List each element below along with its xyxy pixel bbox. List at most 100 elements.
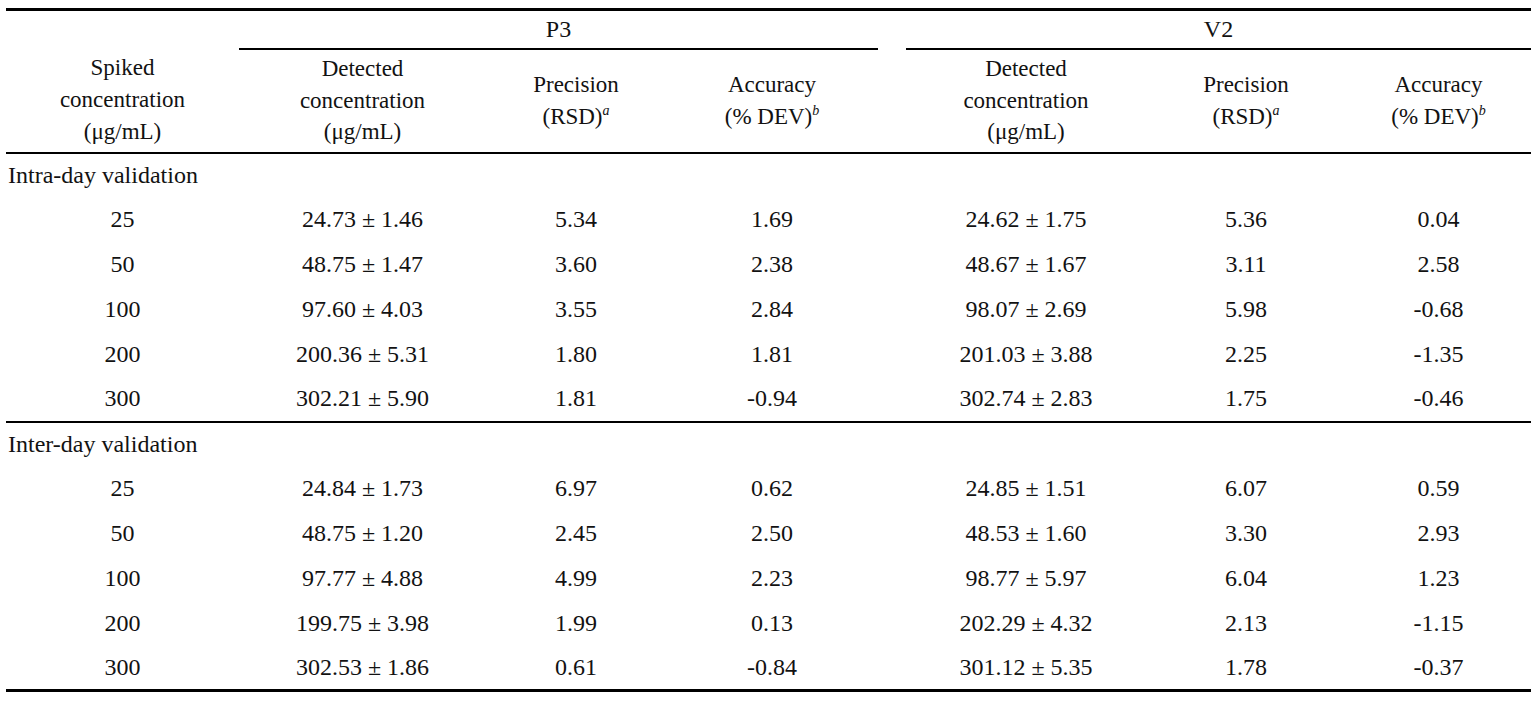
v2-accuracy-cell: -1.15	[1346, 601, 1531, 646]
table-row: 25 24.73 ± 1.46 5.34 1.69 24.62 ± 1.75 5…	[6, 197, 1531, 242]
p3-detected-cell: 48.75 ± 1.47	[239, 242, 486, 287]
v2-detected-cell: 202.29 ± 4.32	[906, 601, 1146, 646]
p3-accuracy-cell: 2.50	[666, 511, 878, 556]
column-header-v2-precision: Precision (RSD)a	[1146, 49, 1346, 153]
v2-detected-cell: 24.85 ± 1.51	[906, 466, 1146, 511]
p3-detected-cell: 24.73 ± 1.46	[239, 197, 486, 242]
footnote-marker-a: a	[603, 103, 610, 118]
spiked-cell: 50	[6, 511, 239, 556]
p3-precision-cell: 2.45	[486, 511, 666, 556]
p3-detected-cell: 24.84 ± 1.73	[239, 466, 486, 511]
p3-detected-cell: 302.21 ± 5.90	[239, 377, 486, 422]
table-row: 300 302.53 ± 1.86 0.61 -0.84 301.12 ± 5.…	[6, 646, 1531, 691]
p3-precision-cell: 1.99	[486, 601, 666, 646]
column-header-v2-detected: Detected concentration (μg/mL)	[906, 49, 1146, 153]
table-row: 200 199.75 ± 3.98 1.99 0.13 202.29 ± 4.3…	[6, 601, 1531, 646]
v2-accuracy-cell: -0.68	[1346, 287, 1531, 332]
v2-detected-cell: 98.77 ± 5.97	[906, 556, 1146, 601]
v2-accuracy-cell: -0.46	[1346, 377, 1531, 422]
v2-detected-cell: 24.62 ± 1.75	[906, 197, 1146, 242]
gap-cell	[878, 556, 906, 601]
section-title: Inter-day validation	[6, 422, 1531, 466]
gap-cell	[878, 646, 906, 691]
p3-precision-cell: 6.97	[486, 466, 666, 511]
group-label-v2: V2	[1204, 16, 1233, 42]
gap-cell	[878, 287, 906, 332]
v2-detected-cell: 98.07 ± 2.69	[906, 287, 1146, 332]
v2-precision-cell: 6.07	[1146, 466, 1346, 511]
group-gap	[878, 10, 906, 49]
gap-cell	[878, 377, 906, 422]
section-title: Intra-day validation	[6, 153, 1531, 197]
table-row: 200 200.36 ± 5.31 1.80 1.81 201.03 ± 3.8…	[6, 332, 1531, 377]
footnote-marker-b: b	[812, 103, 819, 118]
column-header-v2-accuracy: Accuracy (% DEV)b	[1346, 49, 1531, 153]
column-header-p3-detected: Detected concentration (μg/mL)	[239, 49, 486, 153]
p3-accuracy-cell: 0.62	[666, 466, 878, 511]
p3-detected-cell: 302.53 ± 1.86	[239, 646, 486, 691]
footnote-marker-b: b	[1479, 103, 1486, 118]
v2-precision-cell: 3.30	[1146, 511, 1346, 556]
p3-detected-cell: 97.60 ± 4.03	[239, 287, 486, 332]
column-header-row: Spiked concentration (μg/mL) Detected co…	[6, 49, 1531, 153]
v2-accuracy-cell: 1.23	[1346, 556, 1531, 601]
group-header-row: P3 V2	[6, 10, 1531, 49]
validation-table: P3 V2 Spiked concentration (μg/mL) Detec…	[6, 8, 1531, 692]
gap-cell	[878, 242, 906, 287]
table-row: 25 24.84 ± 1.73 6.97 0.62 24.85 ± 1.51 6…	[6, 466, 1531, 511]
footnote-marker-a: a	[1273, 103, 1280, 118]
spiked-cell: 25	[6, 197, 239, 242]
group-header-spacer	[6, 10, 239, 49]
spiked-cell: 50	[6, 242, 239, 287]
v2-accuracy-cell: 0.59	[1346, 466, 1531, 511]
v2-precision-cell: 5.36	[1146, 197, 1346, 242]
p3-accuracy-cell: -0.94	[666, 377, 878, 422]
spiked-cell: 100	[6, 287, 239, 332]
table-row: 50 48.75 ± 1.20 2.45 2.50 48.53 ± 1.60 3…	[6, 511, 1531, 556]
section-row-intra-day: Intra-day validation	[6, 153, 1531, 197]
group-label-p3: P3	[546, 16, 571, 42]
group-header-v2: V2	[906, 10, 1531, 49]
p3-detected-cell: 97.77 ± 4.88	[239, 556, 486, 601]
table-row: 100 97.77 ± 4.88 4.99 2.23 98.77 ± 5.97 …	[6, 556, 1531, 601]
p3-accuracy-cell: 2.38	[666, 242, 878, 287]
p3-precision-cell: 5.34	[486, 197, 666, 242]
column-header-p3-precision: Precision (RSD)a	[486, 49, 666, 153]
v2-detected-cell: 302.74 ± 2.83	[906, 377, 1146, 422]
p3-accuracy-cell: 2.84	[666, 287, 878, 332]
spiked-cell: 300	[6, 646, 239, 691]
table-header: P3 V2 Spiked concentration (μg/mL) Detec…	[6, 10, 1531, 153]
gap-cell	[878, 466, 906, 511]
p3-precision-cell: 0.61	[486, 646, 666, 691]
table-row: 100 97.60 ± 4.03 3.55 2.84 98.07 ± 2.69 …	[6, 287, 1531, 332]
gap-cell	[878, 197, 906, 242]
p3-precision-cell: 1.80	[486, 332, 666, 377]
v2-precision-cell: 6.04	[1146, 556, 1346, 601]
paper-table-page: P3 V2 Spiked concentration (μg/mL) Detec…	[0, 0, 1537, 706]
p3-precision-cell: 3.55	[486, 287, 666, 332]
gap-cell	[878, 332, 906, 377]
p3-precision-cell: 3.60	[486, 242, 666, 287]
spiked-cell: 25	[6, 466, 239, 511]
p3-accuracy-cell: 1.81	[666, 332, 878, 377]
v2-accuracy-cell: -0.37	[1346, 646, 1531, 691]
p3-accuracy-cell: -0.84	[666, 646, 878, 691]
table-body: Intra-day validation 25 24.73 ± 1.46 5.3…	[6, 153, 1531, 691]
v2-accuracy-cell: 2.58	[1346, 242, 1531, 287]
v2-accuracy-cell: 2.93	[1346, 511, 1531, 556]
v2-precision-cell: 5.98	[1146, 287, 1346, 332]
group-header-p3: P3	[239, 10, 878, 49]
table-row: 50 48.75 ± 1.47 3.60 2.38 48.67 ± 1.67 3…	[6, 242, 1531, 287]
p3-detected-cell: 200.36 ± 5.31	[239, 332, 486, 377]
v2-precision-cell: 3.11	[1146, 242, 1346, 287]
v2-detected-cell: 48.53 ± 1.60	[906, 511, 1146, 556]
gap-cell	[878, 601, 906, 646]
v2-precision-cell: 1.78	[1146, 646, 1346, 691]
column-header-p3-accuracy: Accuracy (% DEV)b	[666, 49, 878, 153]
v2-detected-cell: 201.03 ± 3.88	[906, 332, 1146, 377]
p3-detected-cell: 199.75 ± 3.98	[239, 601, 486, 646]
v2-precision-cell: 2.25	[1146, 332, 1346, 377]
spiked-cell: 200	[6, 601, 239, 646]
gap-cell	[878, 511, 906, 556]
spiked-cell: 300	[6, 377, 239, 422]
